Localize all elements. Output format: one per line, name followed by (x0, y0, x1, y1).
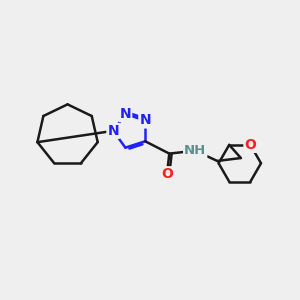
Text: N: N (139, 113, 151, 128)
Text: N: N (107, 124, 119, 138)
Text: O: O (161, 167, 173, 181)
Text: O: O (244, 138, 256, 152)
Text: NH: NH (184, 144, 206, 157)
Text: N: N (120, 107, 131, 121)
